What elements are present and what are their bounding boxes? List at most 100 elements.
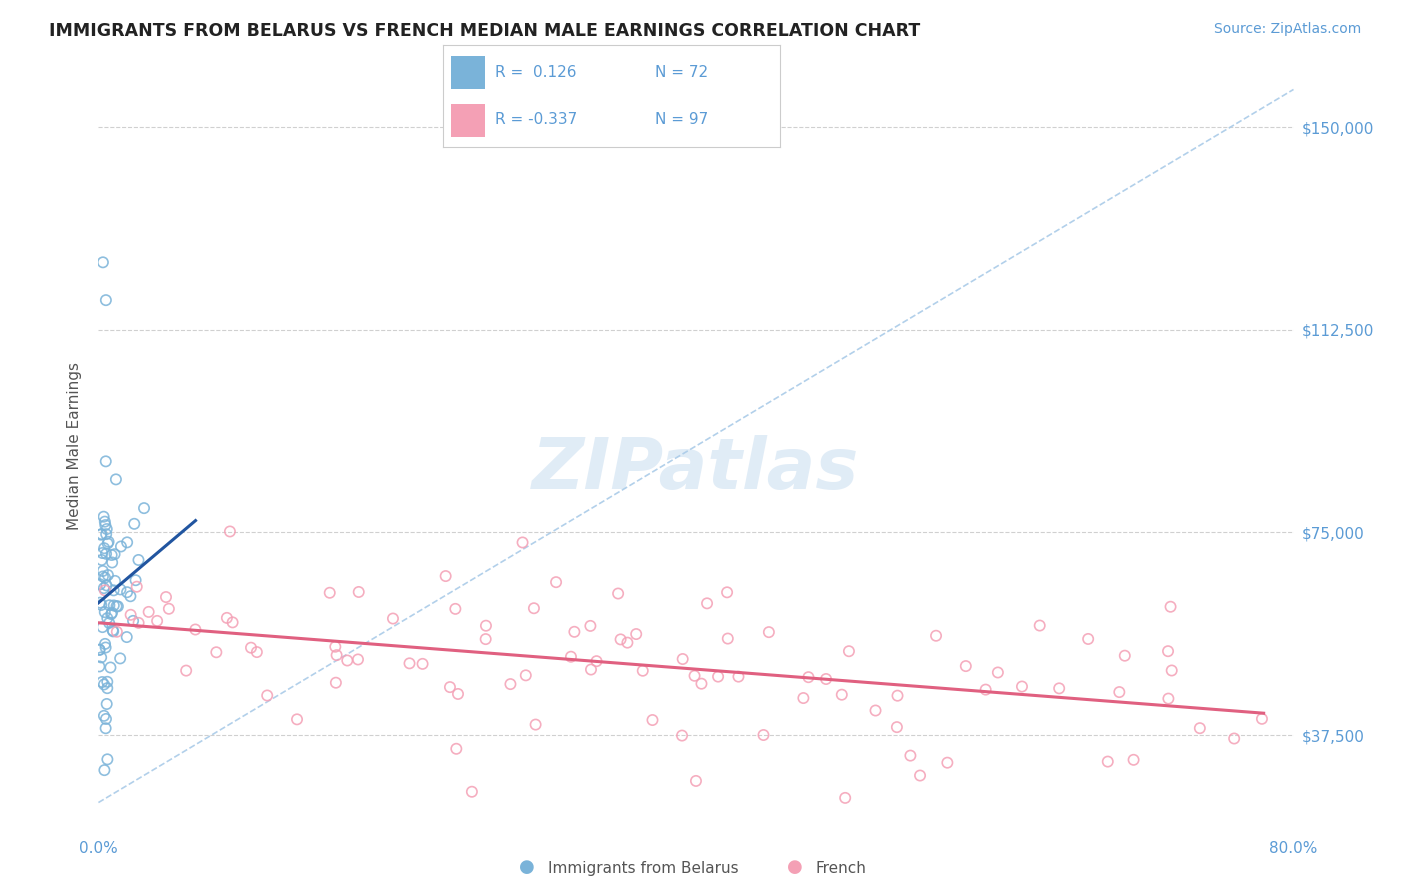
Point — [1157, 691, 1180, 706]
Point — [89, 596, 111, 610]
Point — [91, 675, 114, 690]
Point — [1047, 681, 1070, 696]
Point — [838, 644, 860, 658]
Point — [97, 568, 120, 582]
Point — [96, 578, 118, 592]
Point — [974, 682, 997, 697]
Point — [1077, 632, 1099, 646]
Point — [1188, 721, 1211, 735]
Point — [412, 657, 434, 671]
Point — [579, 619, 602, 633]
Point — [908, 768, 931, 782]
Point — [100, 660, 122, 674]
Point — [104, 472, 127, 486]
Point — [96, 527, 118, 541]
Point — [107, 599, 129, 614]
Point — [515, 668, 537, 682]
Point — [439, 680, 461, 694]
Point — [96, 611, 118, 625]
Point — [94, 605, 117, 619]
Point — [815, 672, 838, 686]
Point — [624, 627, 647, 641]
Point — [110, 582, 132, 597]
Text: ZIPatlas: ZIPatlas — [533, 434, 859, 503]
Point — [89, 642, 111, 657]
Point — [716, 585, 738, 599]
Point — [91, 569, 114, 583]
Point — [325, 648, 347, 662]
Point — [128, 615, 150, 630]
Point — [936, 756, 959, 770]
Point — [94, 712, 117, 726]
Point — [474, 632, 496, 646]
Point — [104, 574, 127, 588]
Point — [105, 599, 128, 614]
Point — [132, 501, 155, 516]
Point — [631, 664, 654, 678]
Point — [97, 536, 120, 550]
Point — [90, 527, 112, 541]
Point — [246, 645, 269, 659]
Point — [100, 548, 122, 562]
Point — [461, 785, 484, 799]
Point — [155, 590, 177, 604]
Text: IMMIGRANTS FROM BELARUS VS FRENCH MEDIAN MALE EARNINGS CORRELATION CHART: IMMIGRANTS FROM BELARUS VS FRENCH MEDIAN… — [49, 22, 921, 40]
Point — [886, 689, 908, 703]
Point — [685, 773, 707, 788]
Point — [475, 618, 498, 632]
Point — [96, 674, 118, 689]
Point — [94, 583, 117, 598]
Point — [122, 516, 145, 531]
Point — [560, 649, 582, 664]
Point — [564, 624, 586, 639]
Point — [865, 704, 887, 718]
Point — [672, 652, 695, 666]
Point — [1122, 753, 1144, 767]
Point — [641, 713, 664, 727]
Point — [987, 665, 1010, 680]
Point — [91, 620, 114, 634]
Point — [94, 518, 117, 533]
Point — [96, 697, 118, 711]
Point — [616, 635, 638, 649]
Point — [94, 454, 117, 468]
Point — [97, 534, 120, 549]
Point — [94, 293, 117, 307]
Point — [90, 650, 112, 665]
Point — [122, 614, 145, 628]
Text: Immigrants from Belarus: Immigrants from Belarus — [548, 861, 740, 876]
Point — [93, 541, 115, 556]
Point — [184, 623, 207, 637]
Point — [96, 681, 118, 695]
Point — [609, 632, 631, 647]
Point — [925, 629, 948, 643]
Point — [93, 677, 115, 691]
Point — [105, 624, 128, 639]
Point — [696, 596, 718, 610]
Point — [434, 569, 457, 583]
Point — [381, 611, 404, 625]
Point — [323, 640, 346, 654]
Point — [285, 712, 308, 726]
Point — [398, 657, 420, 671]
Point — [120, 589, 142, 603]
Point — [110, 540, 132, 554]
FancyBboxPatch shape — [451, 104, 485, 137]
Point — [831, 688, 853, 702]
Point — [683, 669, 706, 683]
Point — [1160, 664, 1182, 678]
Point — [512, 535, 534, 549]
Point — [91, 546, 114, 560]
Point — [1097, 755, 1119, 769]
Point — [115, 630, 138, 644]
Point — [834, 790, 856, 805]
Point — [124, 573, 146, 587]
Point — [93, 763, 115, 777]
Point — [100, 607, 122, 621]
Point — [90, 553, 112, 567]
Text: N = 72: N = 72 — [655, 65, 709, 79]
Point — [585, 654, 607, 668]
Text: Source: ZipAtlas.com: Source: ZipAtlas.com — [1213, 22, 1361, 37]
Point — [221, 615, 243, 630]
Point — [523, 601, 546, 615]
